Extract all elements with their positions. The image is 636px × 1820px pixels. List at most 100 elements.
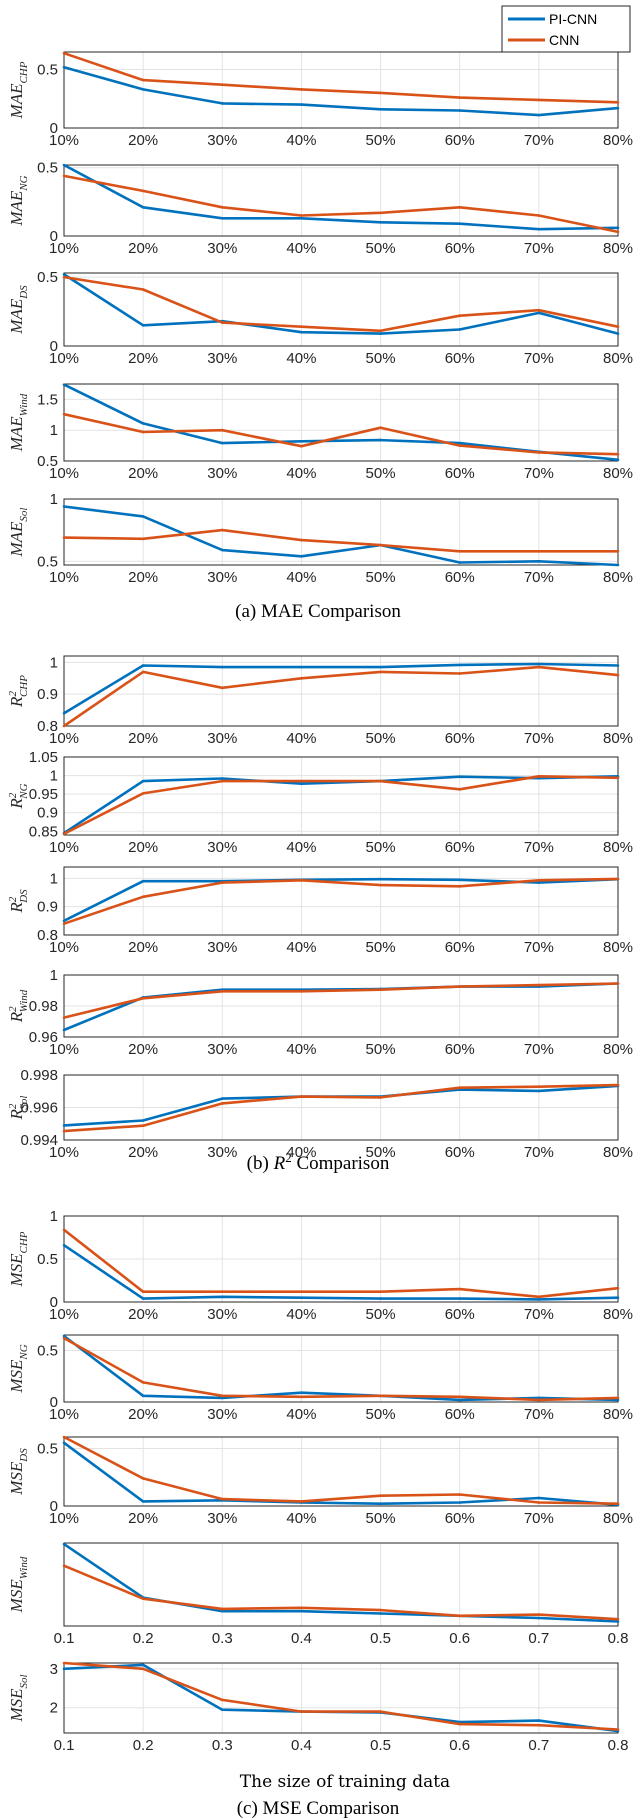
y-axis-label-mse-chp: MSECHP bbox=[7, 1231, 30, 1287]
x-tick-label: 60% bbox=[445, 132, 475, 149]
y-axis-label-subscript: Wind bbox=[18, 989, 30, 1012]
data-point-pi-cnn bbox=[379, 877, 382, 881]
x-tick-label: 60% bbox=[445, 839, 475, 856]
data-point-pi-cnn bbox=[62, 163, 66, 167]
data-point-pi-cnn bbox=[458, 561, 462, 564]
data-point-pi-cnn bbox=[379, 1297, 382, 1300]
series-line-pi-cnn bbox=[63, 662, 619, 715]
axes-frame-r2-chp bbox=[63, 655, 619, 727]
x-tick-label: 50% bbox=[366, 465, 396, 482]
y-axis-label-main: R bbox=[7, 1108, 26, 1120]
data-point-cnn bbox=[616, 1617, 620, 1621]
data-point-cnn bbox=[379, 779, 382, 783]
data-point-pi-cnn bbox=[62, 1334, 66, 1338]
x-tick-label: 70% bbox=[524, 240, 554, 257]
data-point-pi-cnn bbox=[300, 1296, 303, 1299]
data-point-cnn bbox=[379, 883, 382, 887]
data-point-cnn bbox=[379, 1710, 382, 1713]
data-point-cnn bbox=[300, 214, 303, 217]
data-point-pi-cnn bbox=[379, 1502, 382, 1505]
data-point-cnn bbox=[458, 550, 462, 553]
y-axis-label-superscript: 2 bbox=[7, 691, 19, 697]
data-point-cnn bbox=[141, 1124, 145, 1127]
x-tick-label: 40% bbox=[286, 1306, 316, 1323]
axes-frame-mse-ng bbox=[63, 1334, 619, 1403]
data-point-cnn bbox=[220, 1290, 224, 1293]
data-point-cnn bbox=[220, 1698, 224, 1702]
data-point-cnn bbox=[300, 879, 303, 882]
panel-mse-sol: 0.1 0.2 0.3 0.4 0.5 0.6 0.7 0.8 2 3 MSESol bbox=[7, 1661, 628, 1754]
x-tick-label: 60% bbox=[445, 465, 475, 482]
y-tick-label: 1 bbox=[50, 491, 58, 508]
x-tick-label: 10% bbox=[49, 1041, 79, 1058]
caption-r2-superscript: 2 bbox=[285, 1150, 292, 1165]
panel-mae-ng: 10% 20% 30% 40% 50% 60% 70% 80% 0 0.5 MAENG bbox=[7, 160, 633, 257]
data-point-cnn bbox=[141, 537, 145, 541]
y-axis-label-mae-ng: MAENG bbox=[7, 175, 30, 226]
axes-frame-r2-wind bbox=[63, 974, 619, 1038]
y-axis-label-r2-wind: R2Wind bbox=[7, 989, 30, 1023]
caption-mae: (a) MAE Comparison bbox=[235, 601, 401, 622]
panel-mae-chp: 10% 20% 30% 40% 50% 60% 70% 80% 0 0.5 MAECHP bbox=[7, 51, 633, 149]
data-point-cnn bbox=[62, 724, 66, 728]
data-point-pi-cnn bbox=[300, 782, 303, 786]
y-tick-label: 0 bbox=[50, 1498, 58, 1515]
x-tick-label: 60% bbox=[445, 1510, 475, 1527]
x-tick-label: 0.8 bbox=[608, 1630, 629, 1647]
data-point-cnn bbox=[537, 879, 541, 882]
x-tick-label: 60% bbox=[445, 1144, 475, 1161]
plot-area-mae-sol bbox=[64, 499, 618, 565]
series-line-cnn bbox=[63, 665, 619, 728]
data-point-pi-cnn bbox=[141, 1500, 145, 1503]
data-point-pi-cnn bbox=[537, 227, 541, 231]
y-tick-label: 0.5 bbox=[37, 160, 58, 177]
data-point-cnn bbox=[616, 1728, 620, 1731]
y-axis-label-subscript: CHP bbox=[18, 61, 30, 83]
axes-frame-r2-ds bbox=[63, 866, 619, 936]
y-axis-label-subscript: DS bbox=[18, 1448, 30, 1463]
data-point-cnn bbox=[379, 211, 382, 215]
x-tick-label: 70% bbox=[524, 350, 554, 367]
x-tick-label: 60% bbox=[445, 730, 475, 747]
data-point-cnn bbox=[537, 308, 541, 312]
x-tick-label: 10% bbox=[49, 839, 79, 856]
data-point-cnn bbox=[300, 1290, 303, 1293]
y-tick-label: 3 bbox=[50, 1661, 58, 1678]
data-point-pi-cnn bbox=[300, 1609, 303, 1613]
y-axis-label-main: MAE bbox=[7, 416, 26, 453]
data-point-cnn bbox=[458, 1493, 462, 1496]
axes-frame-mse-ds bbox=[63, 1436, 619, 1507]
y-tick-label: 0.9 bbox=[37, 686, 58, 703]
data-point-cnn bbox=[537, 665, 541, 669]
data-point-pi-cnn bbox=[300, 1391, 303, 1395]
data-point-pi-cnn bbox=[616, 458, 620, 462]
y-tick-label: 0.5 bbox=[37, 269, 58, 286]
data-point-cnn bbox=[616, 1396, 620, 1400]
y-tick-label: 0.98 bbox=[29, 998, 58, 1015]
y-tick-label: 0.95 bbox=[29, 786, 58, 803]
data-point-cnn bbox=[379, 543, 382, 547]
data-point-cnn bbox=[220, 779, 224, 783]
data-point-cnn bbox=[616, 325, 620, 329]
caption-r2-prefix: (b) bbox=[247, 1153, 274, 1174]
data-point-cnn bbox=[62, 536, 66, 539]
data-point-pi-cnn bbox=[62, 1028, 66, 1032]
y-axis-label-r2-ng: R2NG bbox=[7, 783, 30, 809]
panel-r2-chp: 10% 20% 30% 40% 50% 60% 70% 80% 0.8 0.9 1 R2CHP bbox=[7, 654, 633, 747]
x-tick-label: 60% bbox=[445, 1406, 475, 1423]
data-point-cnn bbox=[300, 88, 303, 91]
data-point-pi-cnn bbox=[62, 273, 66, 276]
y-tick-label: 0.5 bbox=[37, 62, 58, 79]
data-point-pi-cnn bbox=[537, 1298, 541, 1301]
data-point-cnn bbox=[537, 98, 541, 102]
x-tick-label: 0.2 bbox=[133, 1737, 154, 1754]
x-tick-label: 30% bbox=[207, 1041, 237, 1058]
panel-mae-sol: 10% 20% 30% 40% 50% 60% 70% 80% 0.5 1 MAESol bbox=[7, 491, 633, 586]
data-point-cnn bbox=[458, 1287, 462, 1291]
data-point-cnn bbox=[537, 1295, 541, 1299]
data-point-cnn bbox=[220, 989, 224, 993]
y-axis-label-main: R bbox=[7, 1011, 26, 1023]
panel-mse-chp: 10% 20% 30% 40% 50% 60% 70% 80% 0 0.5 1 MSECHP bbox=[7, 1208, 633, 1323]
axes-frame-mae-wind bbox=[63, 383, 619, 462]
y-axis-label-superscript: 2 bbox=[7, 1006, 19, 1012]
